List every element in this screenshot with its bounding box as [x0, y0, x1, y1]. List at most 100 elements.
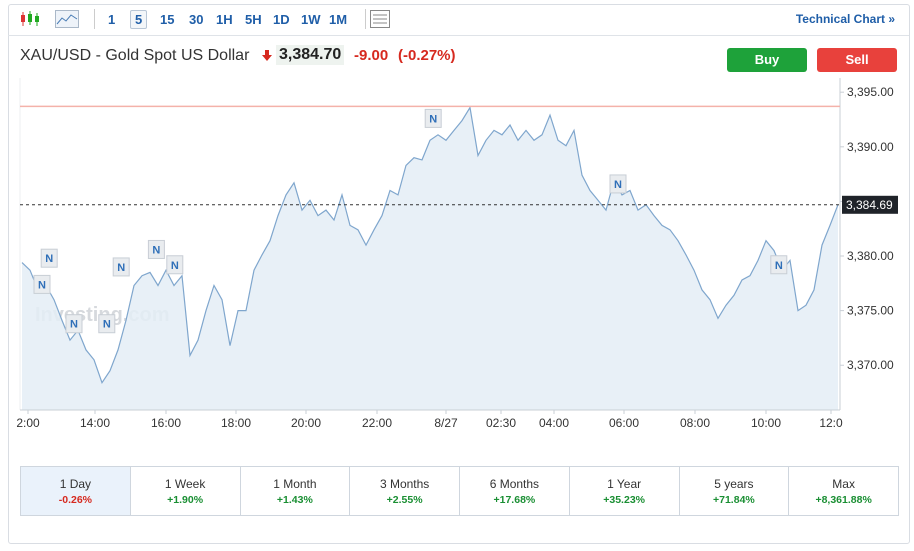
interval-button[interactable]: 1	[108, 12, 116, 27]
sell-button[interactable]: Sell	[817, 48, 897, 72]
interval-button[interactable]: 15	[160, 12, 175, 27]
y-tick-label: 3,395.00	[847, 85, 894, 99]
period-tab[interactable]: 1 Week +1.90%	[129, 467, 240, 515]
x-tick-label: 18:00	[221, 416, 251, 430]
period-tab[interactable]: 1 Day -0.26%	[21, 467, 130, 515]
interval-button[interactable]: 1W	[301, 12, 321, 27]
x-tick-label: 8/27	[434, 416, 458, 430]
chart: Investing.com3,370.003,375.003,380.003,3…	[16, 78, 898, 430]
separator	[365, 9, 366, 29]
separator	[94, 9, 95, 29]
x-tick-label: 16:00	[151, 416, 181, 430]
period-label: 1 Year	[607, 477, 642, 491]
news-marker[interactable]: N	[609, 174, 627, 194]
y-tick-label: 3,370.00	[847, 358, 894, 372]
news-marker-box	[424, 108, 442, 128]
news-marker-box	[112, 257, 130, 277]
period-change: +1.43%	[276, 494, 313, 506]
toolbar: 1 5 15 30 1H 5H 1D 1W 1M Technical Chart »	[8, 4, 909, 36]
area-icon[interactable]	[55, 10, 79, 28]
x-tick-label: 04:00	[539, 416, 569, 430]
news-marker-box	[65, 314, 83, 334]
news-marker-label: N	[775, 260, 783, 272]
period-tabs: 1 Day -0.26% 1 Week +1.90% 1 Month +1.43% 3 Mo…	[20, 466, 899, 516]
x-tick-label: 12:0	[819, 416, 843, 430]
period-label: 6 Months	[489, 477, 540, 491]
news-marker-label: N	[429, 113, 437, 125]
interval-button[interactable]: 1H	[216, 12, 233, 27]
widget-frame	[8, 4, 910, 544]
period-label: Max	[832, 477, 855, 491]
last-price-box	[842, 195, 898, 214]
x-tick-label: 10:00	[751, 416, 781, 430]
news-marker-label: N	[117, 262, 125, 274]
news-marker[interactable]: N	[424, 108, 442, 128]
period-change: +2.55%	[386, 494, 423, 506]
y-tick-label: 3,380.00	[847, 249, 894, 263]
y-tick-label: 3,375.00	[847, 304, 894, 318]
x-tick-label: 14:00	[80, 416, 110, 430]
period-tab[interactable]: 5 years +71.84%	[678, 467, 789, 515]
candles-icon[interactable]	[20, 10, 40, 28]
x-tick-label: 02:30	[486, 416, 516, 430]
news-marker[interactable]: N	[40, 248, 58, 268]
period-change: +35.23%	[603, 494, 645, 506]
news-marker-label: N	[45, 253, 53, 265]
area-fill	[22, 107, 838, 410]
interval-button[interactable]: 30	[189, 12, 204, 27]
price: 3,384.70	[276, 45, 345, 65]
x-tick-label: 22:00	[362, 416, 392, 430]
period-label: 5 years	[714, 477, 754, 491]
news-marker-box	[40, 248, 58, 268]
period-label: 1 Week	[164, 477, 206, 491]
period-change: +17.68%	[493, 494, 536, 506]
x-tick-label: 20:00	[291, 416, 321, 430]
table-icon[interactable]	[370, 10, 390, 28]
period-tab[interactable]: 6 Months +17.68%	[459, 467, 569, 515]
interval-button[interactable]: 5	[130, 10, 148, 29]
technical-chart-link[interactable]: Technical Chart »	[795, 12, 895, 26]
news-marker-box	[770, 255, 788, 275]
news-marker[interactable]: N	[98, 314, 116, 334]
news-marker-box	[609, 174, 627, 194]
y-tick-label: 3,390.00	[847, 140, 894, 154]
period-tab[interactable]: 1 Year +35.23%	[568, 467, 679, 515]
news-marker[interactable]: N	[147, 239, 165, 259]
news-marker-box	[166, 255, 184, 275]
period-label: 1 Day	[59, 477, 92, 491]
news-marker-box	[33, 274, 51, 294]
news-marker-label: N	[152, 244, 160, 256]
last-price-label: 3,384.69	[846, 198, 893, 212]
period-label: 1 Month	[273, 477, 317, 491]
interval-button[interactable]: 5H	[245, 12, 262, 27]
period-change: +8,361.88%	[815, 494, 872, 506]
change-percent: (-0.27%)	[398, 47, 456, 64]
x-tick-label: 06:00	[609, 416, 639, 430]
news-marker[interactable]: N	[65, 314, 83, 334]
news-marker-box	[98, 314, 116, 334]
period-change: +71.84%	[713, 494, 755, 506]
news-marker[interactable]: N	[770, 255, 788, 275]
news-marker-label: N	[614, 179, 622, 191]
period-tab[interactable]: Max +8,361.88%	[788, 467, 898, 515]
buy-button[interactable]: Buy	[727, 48, 807, 72]
down-arrow	[262, 50, 272, 61]
change: -9.00	[354, 47, 389, 64]
interval-button[interactable]: 1D	[273, 12, 290, 27]
x-tick-label: 2:00	[16, 416, 40, 430]
price-line	[21, 105, 839, 385]
period-tab[interactable]: 1 Month +1.43%	[239, 467, 350, 515]
instrument-title: XAU/USD - Gold Spot US Dollar	[20, 47, 250, 64]
x-tick-label: 08:00	[680, 416, 710, 430]
period-label: 3 Months	[379, 477, 430, 491]
news-marker[interactable]: N	[166, 255, 184, 275]
interval-button[interactable]: 1M	[329, 12, 348, 27]
news-marker[interactable]: N	[33, 274, 51, 294]
news-marker-label: N	[171, 260, 179, 272]
news-marker-label: N	[38, 279, 46, 291]
period-change: -0.26%	[58, 494, 93, 506]
news-marker[interactable]: N	[112, 257, 130, 277]
period-change: +1.90%	[167, 494, 204, 506]
period-tab[interactable]: 3 Months +2.55%	[349, 467, 459, 515]
